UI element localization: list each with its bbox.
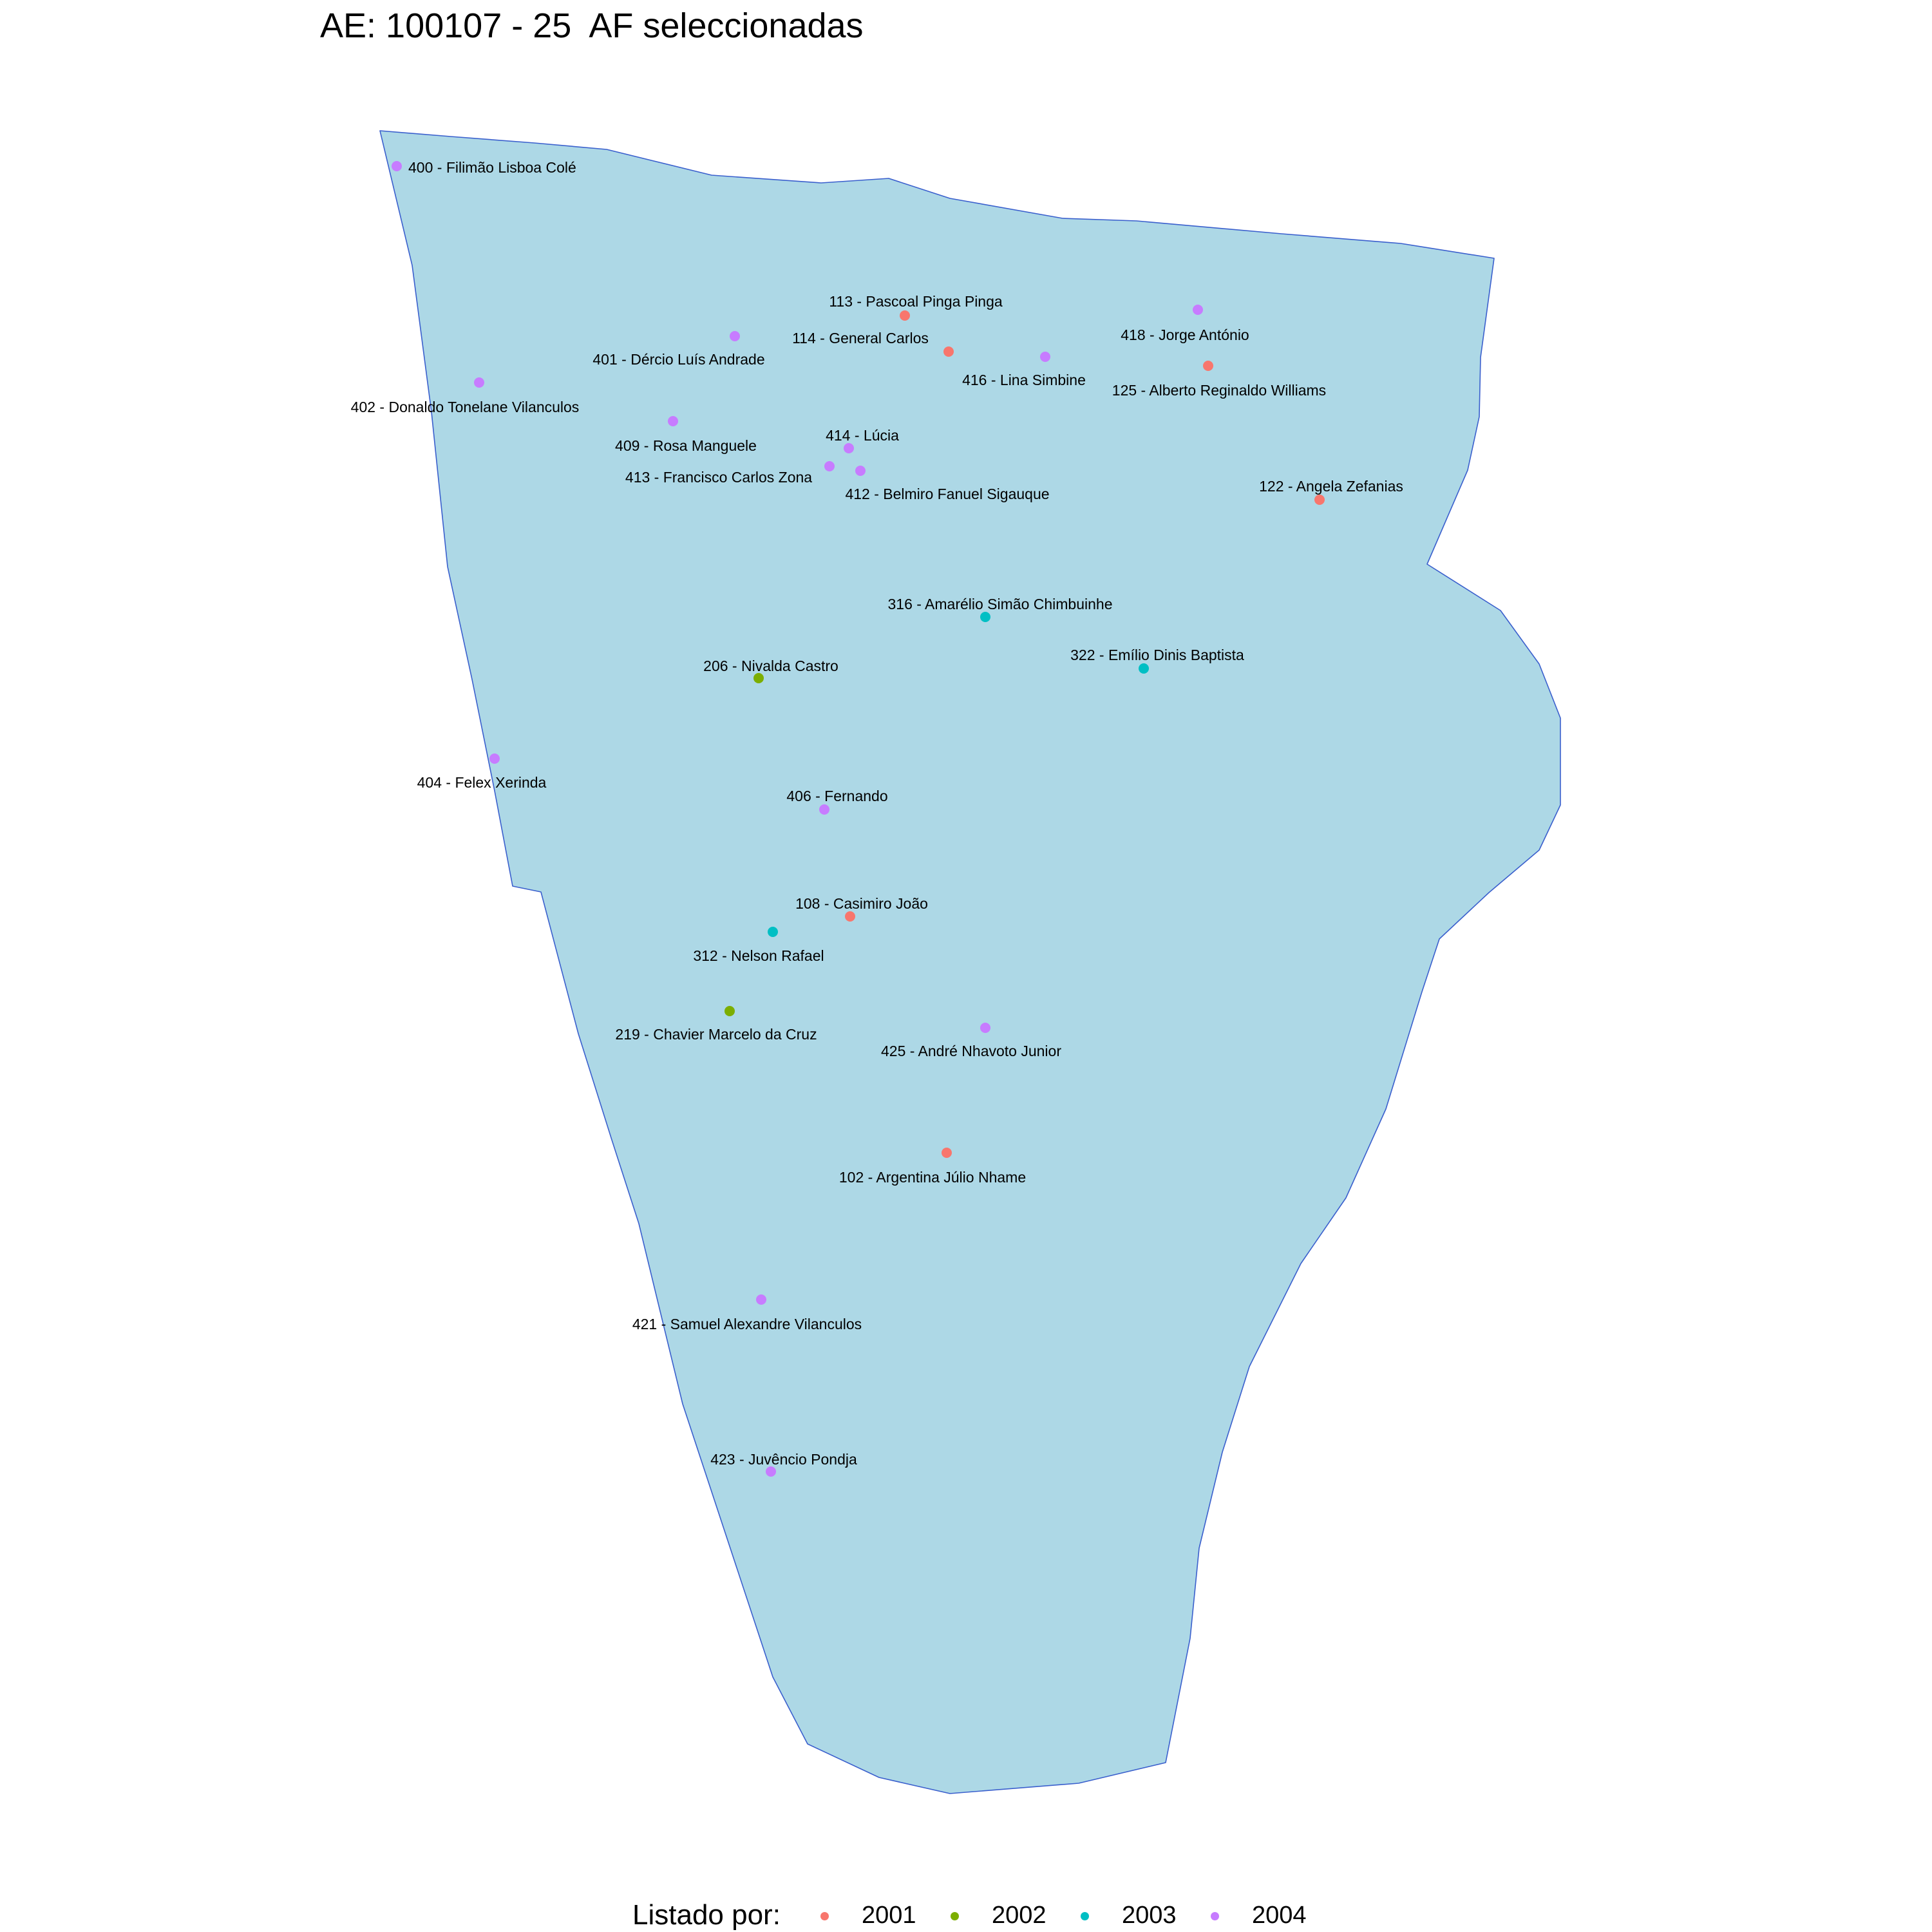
point-marker bbox=[392, 161, 402, 171]
point-marker bbox=[845, 911, 855, 922]
legend: Listado por: 2001 2002 2003 2004 bbox=[0, 1899, 1932, 1932]
legend-dot-icon bbox=[951, 1912, 959, 1920]
point-label: 423 - Juvêncio Pondja bbox=[710, 1451, 857, 1468]
point-label: 114 - General Carlos bbox=[792, 330, 929, 346]
point-label: 312 - Nelson Rafael bbox=[693, 947, 824, 964]
legend-title: Listado por: bbox=[632, 1899, 781, 1931]
point-label: 413 - Francisco Carlos Zona bbox=[625, 469, 812, 486]
point-marker bbox=[1193, 305, 1203, 315]
point-marker bbox=[824, 461, 835, 471]
point-marker bbox=[980, 1023, 990, 1033]
point-marker bbox=[1314, 495, 1325, 505]
point-label: 102 - Argentina Júlio Nhame bbox=[839, 1169, 1026, 1186]
point-label: 113 - Pascoal Pinga Pinga bbox=[829, 293, 1003, 310]
point-marker bbox=[855, 466, 866, 476]
point-marker bbox=[489, 753, 500, 764]
point-marker bbox=[942, 1148, 952, 1158]
map-point-114: 114 - General Carlos bbox=[792, 330, 954, 357]
map-point-206: 206 - Nivalda Castro bbox=[703, 658, 838, 683]
point-marker bbox=[819, 804, 829, 815]
point-label: 316 - Amarélio Simão Chimbuinhe bbox=[887, 596, 1112, 612]
map-point-404: 404 - Felex Xerinda bbox=[417, 753, 547, 791]
map-point-406: 406 - Fernando bbox=[786, 788, 888, 815]
point-label: 412 - Belmiro Fanuel Sigauque bbox=[845, 486, 1049, 502]
map-point-418: 418 - Jorge António bbox=[1121, 305, 1249, 343]
map-point-412: 412 - Belmiro Fanuel Sigauque bbox=[845, 466, 1050, 502]
point-label: 400 - Filimão Lisboa Colé bbox=[408, 159, 576, 176]
point-label: 206 - Nivalda Castro bbox=[703, 658, 838, 674]
map-point-125: 125 - Alberto Reginaldo Williams bbox=[1112, 361, 1326, 399]
legend-dot-icon bbox=[820, 1912, 829, 1920]
point-label: 425 - André Nhavoto Junior bbox=[881, 1043, 1061, 1059]
legend-label: 2004 bbox=[1252, 1902, 1307, 1929]
point-label: 416 - Lina Simbine bbox=[962, 372, 1086, 388]
point-marker bbox=[668, 416, 678, 426]
point-marker bbox=[1139, 663, 1149, 674]
point-marker bbox=[730, 331, 740, 341]
point-label: 401 - Dércio Luís Andrade bbox=[592, 351, 764, 368]
legend-label: 2003 bbox=[1122, 1902, 1177, 1929]
map-point-409: 409 - Rosa Manguele bbox=[615, 416, 757, 454]
map-point-421: 421 - Samuel Alexandre Vilanculos bbox=[632, 1294, 862, 1332]
point-label: 406 - Fernando bbox=[786, 788, 887, 804]
point-label: 125 - Alberto Reginaldo Williams bbox=[1112, 382, 1326, 399]
point-marker bbox=[768, 927, 778, 937]
point-marker bbox=[844, 443, 854, 453]
map-point-425: 425 - André Nhavoto Junior bbox=[881, 1023, 1061, 1059]
point-marker bbox=[980, 612, 990, 622]
map-point-322: 322 - Emílio Dinis Baptista bbox=[1070, 647, 1244, 674]
map-point-312: 312 - Nelson Rafael bbox=[693, 927, 824, 964]
point-marker bbox=[756, 1294, 766, 1305]
point-label: 421 - Samuel Alexandre Vilanculos bbox=[632, 1316, 862, 1332]
map-point-113: 113 - Pascoal Pinga Pinga bbox=[829, 293, 1003, 321]
point-label: 122 - Angela Zefanias bbox=[1259, 478, 1403, 495]
legend-dot-icon bbox=[1211, 1912, 1219, 1920]
point-marker bbox=[753, 673, 764, 683]
enumeration-area-polygon bbox=[379, 130, 1561, 1794]
point-label: 108 - Casimiro João bbox=[795, 895, 928, 912]
point-label: 418 - Jorge António bbox=[1121, 327, 1249, 343]
points-layer: 400 - Filimão Lisboa Colé 113 - Pascoal P… bbox=[351, 159, 1403, 1477]
point-label: 219 - Chavier Marcelo da Cruz bbox=[615, 1026, 817, 1043]
map-point-316: 316 - Amarélio Simão Chimbuinhe bbox=[887, 596, 1113, 622]
legend-label: 2001 bbox=[862, 1902, 916, 1929]
point-label: 409 - Rosa Manguele bbox=[615, 437, 757, 454]
point-label: 322 - Emílio Dinis Baptista bbox=[1070, 647, 1244, 663]
point-marker bbox=[943, 346, 954, 357]
point-label: 404 - Felex Xerinda bbox=[417, 774, 547, 791]
point-marker bbox=[900, 310, 910, 321]
point-label: 414 - Lúcia bbox=[826, 427, 899, 444]
map-point-102: 102 - Argentina Júlio Nhame bbox=[839, 1148, 1026, 1186]
map-point-400: 400 - Filimão Lisboa Colé bbox=[392, 159, 576, 176]
map-point-219: 219 - Chavier Marcelo da Cruz bbox=[615, 1006, 817, 1043]
map-point-402: 402 - Donaldo Tonelane Vilanculos bbox=[351, 377, 580, 415]
map-point-108: 108 - Casimiro João bbox=[795, 895, 928, 922]
point-marker bbox=[1040, 352, 1050, 362]
map-point-414: 414 - Lúcia bbox=[826, 427, 899, 453]
map-point-413: 413 - Francisco Carlos Zona bbox=[625, 461, 835, 486]
legend-label: 2002 bbox=[992, 1902, 1046, 1929]
map-point-423: 423 - Juvêncio Pondja bbox=[710, 1451, 857, 1477]
point-label: 402 - Donaldo Tonelane Vilanculos bbox=[351, 399, 580, 415]
map-point-122: 122 - Angela Zefanias bbox=[1259, 478, 1403, 505]
map-point-401: 401 - Dércio Luís Andrade bbox=[592, 331, 765, 368]
point-marker bbox=[766, 1466, 776, 1477]
point-marker bbox=[474, 377, 484, 388]
point-marker bbox=[724, 1006, 735, 1016]
map-title: AE: 100107 - 25 AF seleccionadas bbox=[320, 6, 864, 45]
point-marker bbox=[1203, 361, 1213, 371]
map-point-416: 416 - Lina Simbine bbox=[962, 352, 1086, 388]
legend-dot-icon bbox=[1081, 1912, 1089, 1920]
